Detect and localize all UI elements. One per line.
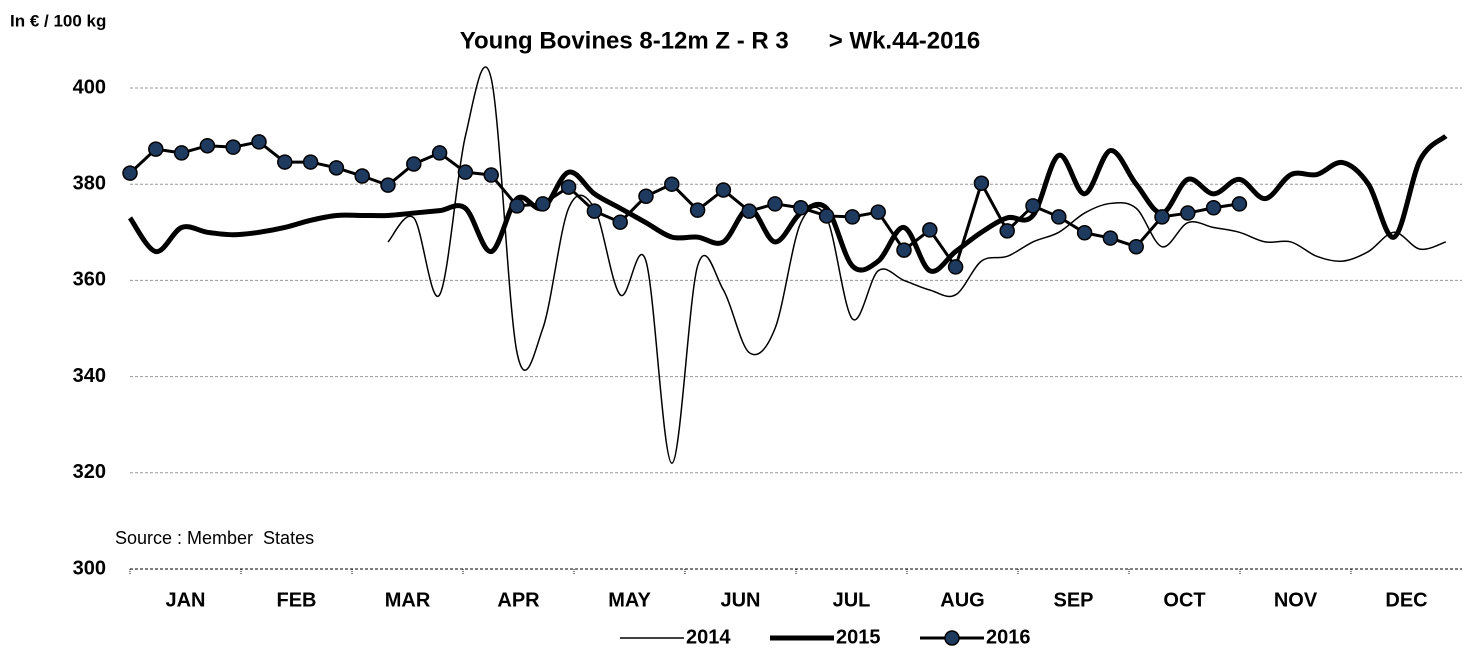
x-tick-label: NOV: [1274, 589, 1318, 611]
series-line: [127, 134, 1448, 274]
y-tick-label: 300: [73, 557, 106, 579]
series-marker: [1076, 225, 1093, 241]
x-tick-label: FEB: [277, 589, 317, 611]
series-marker: [922, 222, 938, 238]
x-tick-label: MAR: [385, 589, 431, 611]
series-line: [128, 140, 1240, 271]
series-marker: [1128, 238, 1144, 255]
y-tick-label: 340: [73, 365, 106, 387]
series-marker: [1025, 198, 1041, 214]
series-marker: [509, 198, 525, 214]
series-marker: [1154, 209, 1170, 225]
chart-title: Young Bovines 8-12m Z - R 3 > Wk.44-2016: [460, 27, 980, 54]
x-tick-label: AUG: [940, 589, 984, 611]
legend-label: 2015: [836, 626, 881, 648]
series-marker: [173, 145, 190, 161]
series-marker: [715, 182, 732, 198]
y-axis-label: In € / 100 kg: [10, 11, 106, 30]
x-tick-label: JUN: [720, 589, 760, 611]
annotation: Source : Member States: [115, 528, 314, 548]
y-tick-label: 380: [73, 172, 106, 194]
series-marker: [277, 154, 293, 170]
series-marker: [483, 167, 499, 183]
x-tick-label: OCT: [1163, 589, 1205, 611]
x-tick-label: MAY: [608, 589, 651, 611]
series-marker: [535, 196, 551, 212]
series-marker: [148, 141, 164, 157]
series-marker: [999, 223, 1015, 239]
series-marker: [1102, 230, 1119, 246]
series-marker: [328, 160, 345, 176]
series-marker: [947, 259, 964, 275]
series-marker: [767, 196, 783, 212]
series-marker: [664, 176, 680, 192]
legend-label: 2016: [986, 626, 1031, 648]
y-tick-label: 360: [73, 269, 106, 291]
x-tick-label: SEP: [1053, 589, 1093, 611]
series-marker: [870, 204, 886, 220]
series-marker: [896, 242, 912, 258]
series-marker: [251, 134, 267, 150]
series-marker: [199, 137, 216, 154]
y-tick-label: 400: [73, 76, 106, 98]
series-marker: [844, 209, 861, 225]
legend-marker: [944, 630, 960, 646]
legend-label: 2014: [686, 626, 731, 648]
series-marker: [431, 145, 448, 161]
series-marker: [380, 177, 396, 193]
y-tick-label: 320: [73, 461, 106, 483]
x-tick-label: JAN: [165, 589, 205, 611]
series-marker: [793, 200, 809, 216]
series-marker: [1051, 209, 1067, 225]
series-line: [387, 66, 1447, 464]
x-tick-label: APR: [497, 589, 540, 611]
series-marker: [225, 139, 241, 155]
series-marker: [406, 156, 422, 172]
series-marker: [354, 168, 370, 184]
series-marker: [122, 165, 138, 181]
series-marker: [973, 175, 990, 191]
series-marker: [612, 214, 628, 230]
series-marker: [1205, 200, 1222, 216]
x-tick-label: DEC: [1385, 589, 1427, 611]
series-marker: [689, 202, 706, 218]
series-marker: [1180, 205, 1196, 221]
series-marker: [638, 188, 654, 204]
series-marker: [457, 164, 474, 180]
series-marker: [586, 203, 603, 219]
series-marker: [818, 208, 835, 224]
series-marker: [1231, 196, 1248, 212]
series-marker: [560, 179, 577, 195]
series-marker: [302, 154, 319, 170]
x-tick-label: JUL: [833, 589, 871, 611]
series-marker: [741, 203, 757, 219]
